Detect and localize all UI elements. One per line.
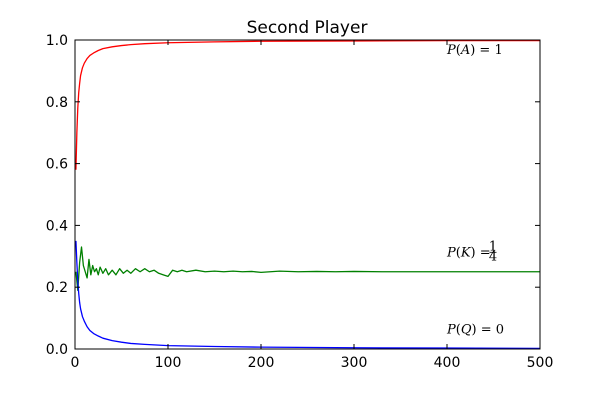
- x-tick-label: 100: [155, 355, 182, 371]
- y-tick-label: 0.8: [46, 95, 68, 111]
- annot-p-a-text: P(A) = 1: [446, 43, 503, 58]
- annot-p-k-text: P(K) =: [446, 245, 491, 260]
- x-tick-label: 400: [434, 355, 461, 371]
- y-tick-label: 0.4: [46, 218, 68, 234]
- x-tick-label: 200: [248, 355, 275, 371]
- y-tick-label: 0.6: [46, 157, 68, 173]
- x-tick-label: 500: [527, 355, 554, 371]
- annot-p-q-text: P(Q) = 0: [446, 323, 504, 338]
- y-tick-label: 0.0: [46, 342, 68, 358]
- chart-title: Second Player: [247, 18, 368, 38]
- annot-p-k-numerator: 1: [489, 239, 497, 254]
- annot-p-k: P(K) = 14: [446, 239, 497, 264]
- y-tick-label: 0.2: [46, 280, 68, 296]
- x-tick-label: 300: [341, 355, 368, 371]
- y-tick-label: 1.0: [46, 33, 68, 49]
- series-line-0: [75, 39, 540, 170]
- series-line-1: [75, 246, 540, 291]
- annot-p-a: P(A) = 1: [446, 43, 503, 58]
- axes-frame: [74, 39, 541, 350]
- series-line-2: [75, 240, 541, 350]
- annot-p-k-denominator: 4: [489, 249, 497, 264]
- x-tick-label: 0: [71, 355, 80, 371]
- plot-area: 0 100 200 300 400 500 0.0 0.2 0.4 0.6 0.8 1.0 P(A) =…: [46, 33, 554, 371]
- annot-p-q: P(Q) = 0: [446, 323, 504, 338]
